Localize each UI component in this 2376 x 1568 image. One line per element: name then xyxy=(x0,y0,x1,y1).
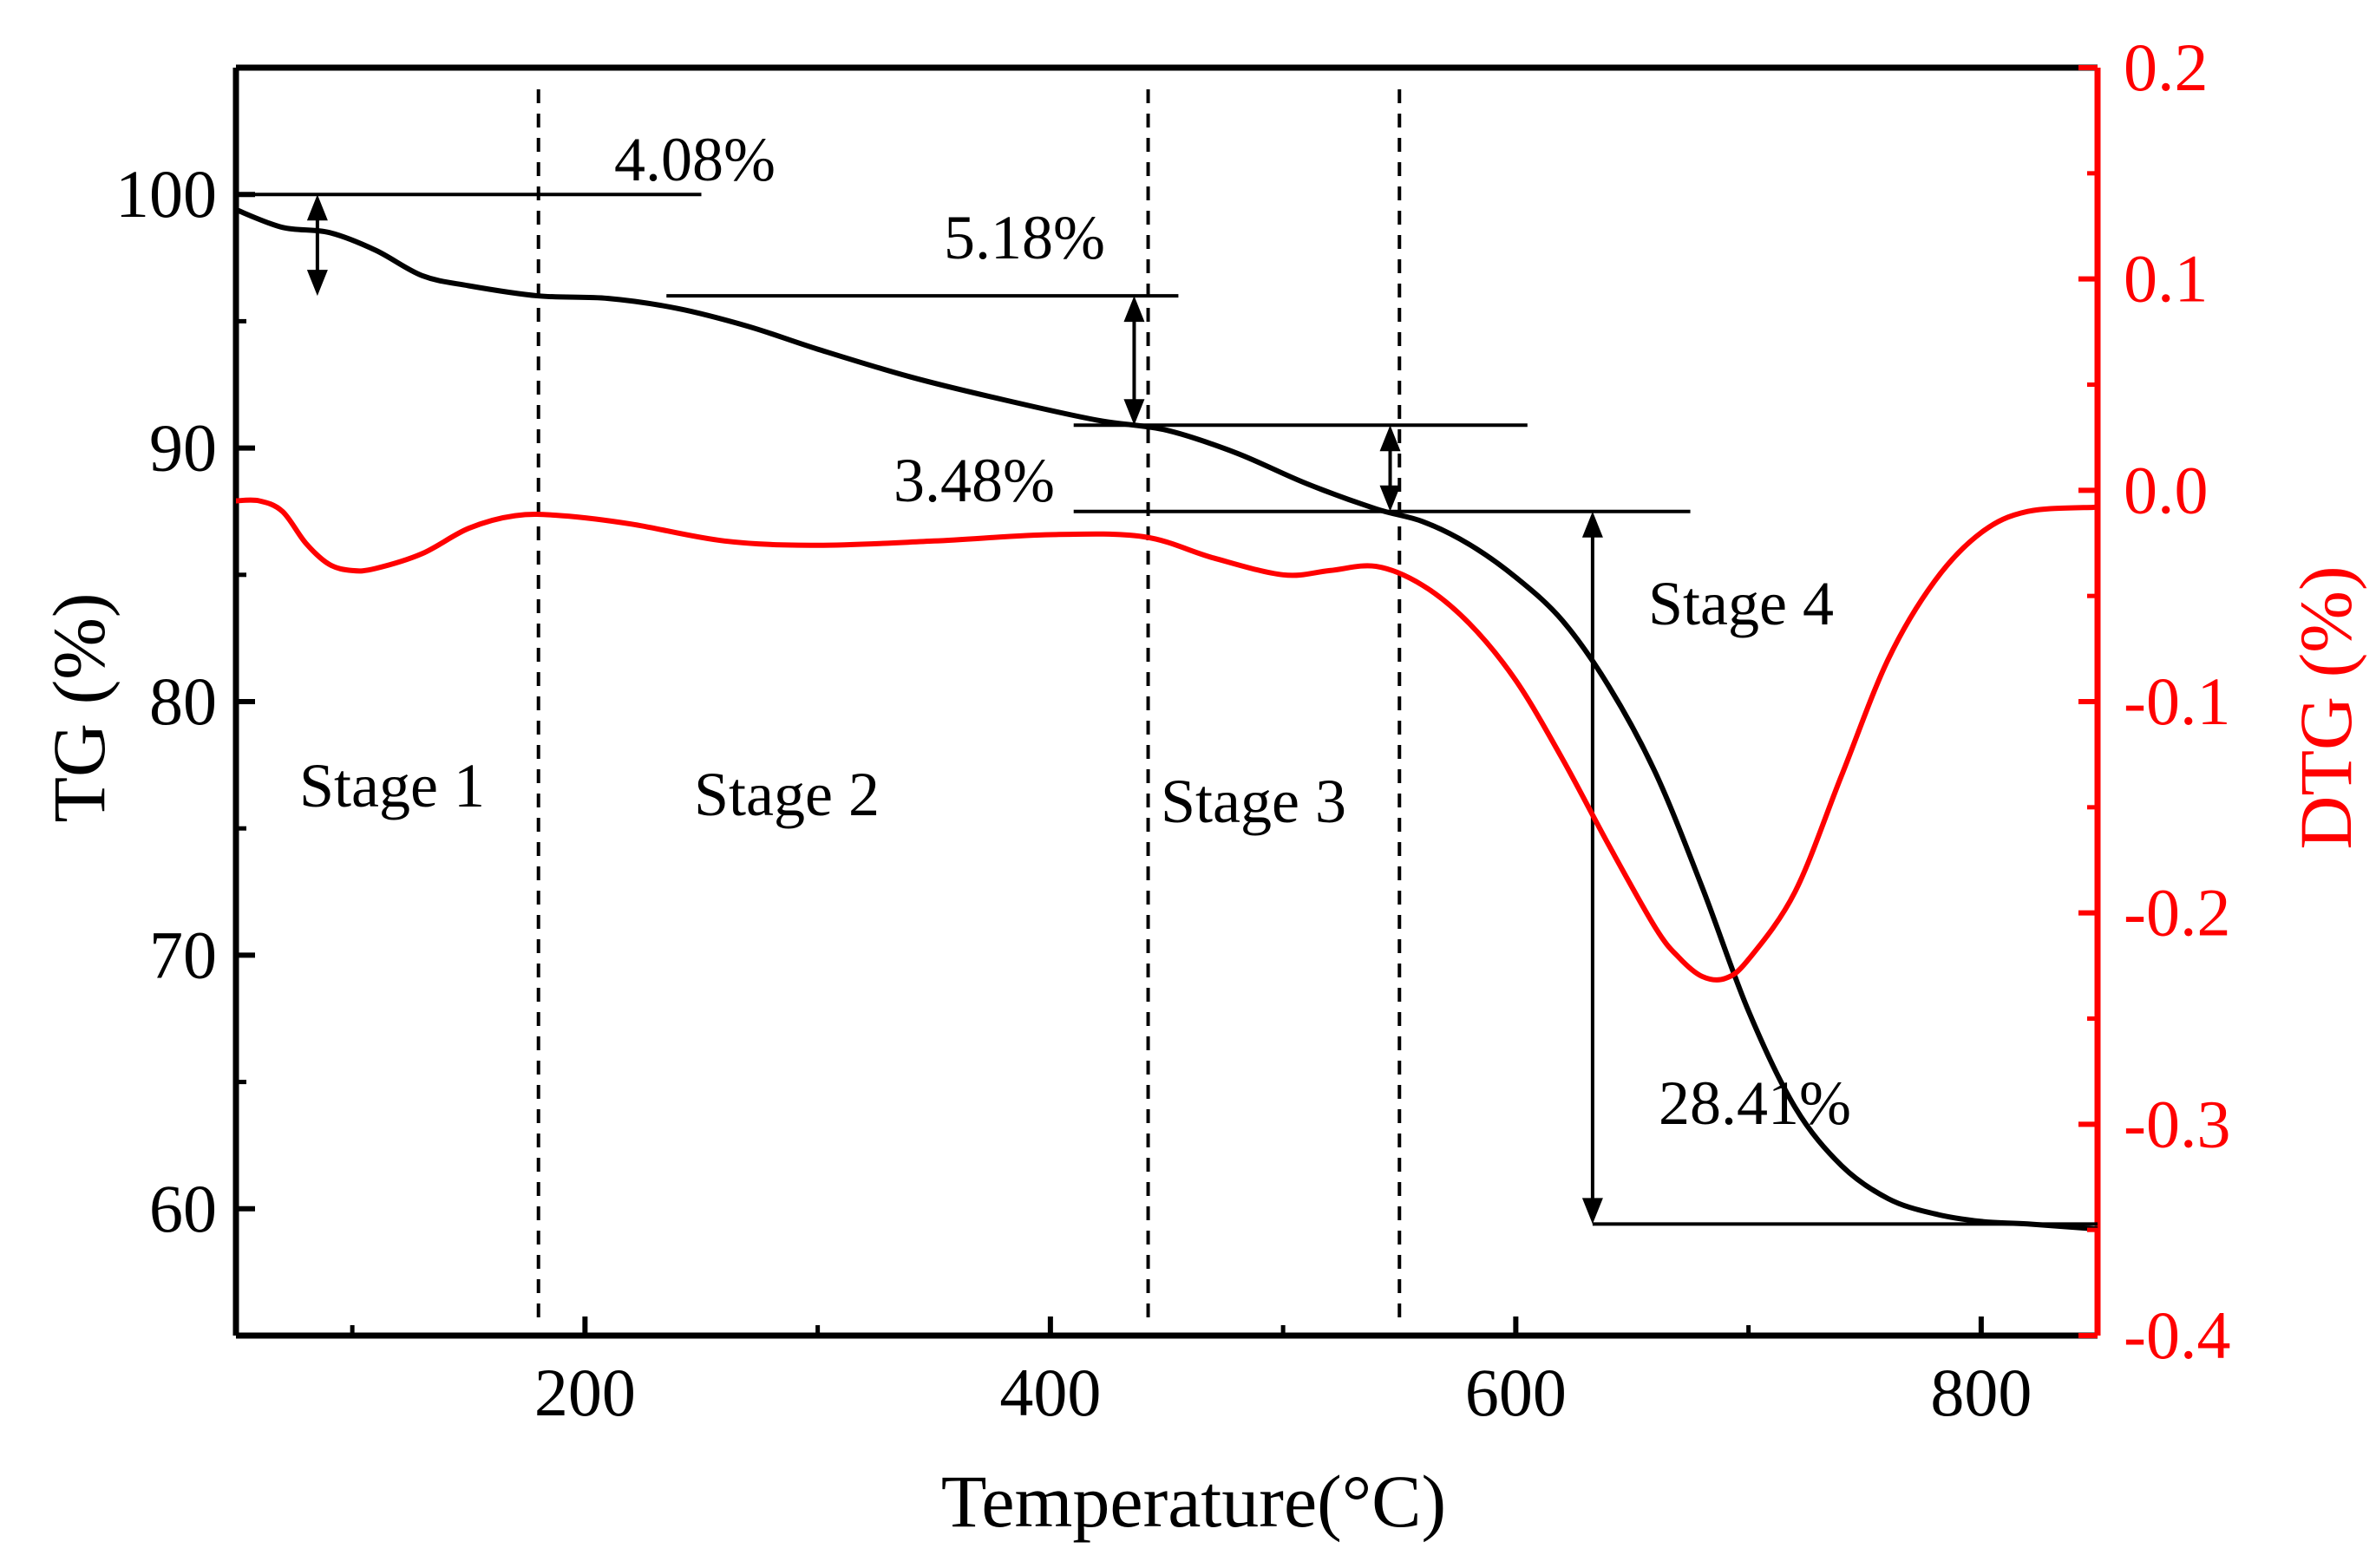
mass-loss-arrow-1 xyxy=(306,194,328,297)
mass-loss-arrow-4 xyxy=(1581,511,1603,1225)
arrow-head-up xyxy=(1581,511,1603,538)
y-right-tick-label-2: -0.2 xyxy=(2124,875,2230,951)
mass-loss-label-2: 5.18% xyxy=(944,203,1105,272)
annotation-lines xyxy=(236,89,2098,1320)
y-right-tick-label-1: -0.3 xyxy=(2124,1086,2230,1161)
dtg-series-line xyxy=(235,497,2098,983)
arrow-head-down xyxy=(1379,485,1401,512)
arrow-head-up xyxy=(1123,296,1145,323)
x-tick-label-2: 600 xyxy=(1465,1355,1567,1430)
y-right-tick-label-3: -0.1 xyxy=(2124,663,2230,739)
mass-loss-label-3: 3.48% xyxy=(893,446,1055,515)
y-right-tick-label-0: -0.4 xyxy=(2124,1297,2230,1373)
stage-label-3: Stage 3 xyxy=(1161,767,1346,836)
stage-label-1: Stage 1 xyxy=(299,751,485,820)
tick-layer: 200 400 600 800 60 70 80 90 100 -0.4 -0.3 -0.2 -0.1 0… xyxy=(115,29,2230,1430)
x-tick-label-1: 400 xyxy=(999,1355,1101,1430)
mass-loss-label-1: 4.08% xyxy=(614,125,776,194)
mass-loss-arrow-2 xyxy=(1123,296,1145,426)
arrow-head-up xyxy=(1379,425,1401,452)
y-right-tick-label-4: 0.0 xyxy=(2124,452,2209,527)
y-left-axis-title: TG (%) xyxy=(37,592,121,822)
tg-series-line xyxy=(234,206,2098,1232)
x-tick-label-3: 800 xyxy=(1930,1355,2032,1430)
y-right-tick-label-6: 0.1 xyxy=(2124,241,2209,317)
x-tick-label-0: 200 xyxy=(534,1355,636,1430)
y-right-axis-title: DTG (%) xyxy=(2284,565,2367,849)
y-left-tick-label-1: 70 xyxy=(149,917,217,992)
plot-frame xyxy=(232,64,2101,1339)
mass-loss-arrow-3 xyxy=(1379,425,1401,512)
arrow-head-up xyxy=(306,194,328,221)
y-left-tick-label-2: 80 xyxy=(149,663,217,739)
y-right-tick-label-5: 0.2 xyxy=(2124,29,2209,105)
stage-label-4: Stage 4 xyxy=(1648,569,1834,638)
y-left-tick-label-3: 90 xyxy=(149,410,217,486)
text-layer: Temperature(°C) TG (%) DTG (%) Stage 1 S… xyxy=(37,125,2367,1543)
y-left-tick-label-0: 60 xyxy=(149,1171,217,1246)
series-layer xyxy=(234,206,2098,1232)
mass-loss-label-4: 28.41% xyxy=(1659,1068,1851,1138)
arrow-head-down xyxy=(1581,1198,1603,1225)
y-left-tick-label-4: 100 xyxy=(115,156,217,232)
arrow-head-down xyxy=(306,270,328,297)
arrow-head-down xyxy=(1123,399,1145,426)
stage-label-2: Stage 2 xyxy=(694,760,880,829)
x-axis-title: Temperature(°C) xyxy=(941,1460,1446,1543)
